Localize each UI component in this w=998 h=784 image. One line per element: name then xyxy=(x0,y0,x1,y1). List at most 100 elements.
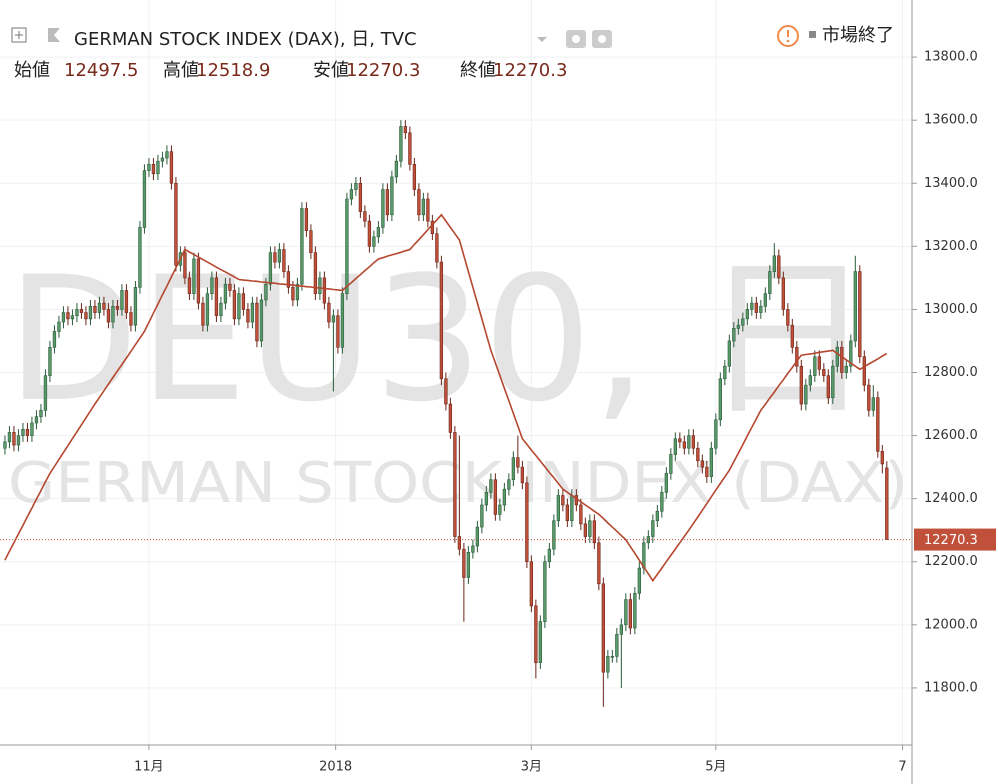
dropdown-icon[interactable] xyxy=(537,37,547,42)
candle-body xyxy=(192,258,196,294)
candle-body xyxy=(579,504,583,525)
candle-body xyxy=(493,479,498,515)
candle-body xyxy=(615,633,619,657)
candle-body xyxy=(709,447,713,477)
candle-body xyxy=(543,561,547,622)
candle-body xyxy=(475,526,480,547)
candle-body xyxy=(385,189,390,216)
candle-body xyxy=(754,302,758,313)
candle-body xyxy=(498,504,502,515)
candle-body xyxy=(66,312,70,320)
candle-body xyxy=(619,624,623,635)
candle-body xyxy=(610,656,614,658)
candle-body xyxy=(466,551,471,578)
high-label: 高値 xyxy=(163,60,199,81)
candle-body xyxy=(381,189,385,228)
status-icon xyxy=(809,31,816,38)
candle-body xyxy=(88,305,93,320)
candle-body xyxy=(196,258,201,304)
candle-body xyxy=(390,176,394,216)
candle-body xyxy=(696,447,700,462)
candle-body xyxy=(228,283,232,291)
candle-body xyxy=(444,378,448,405)
y-tick-label: 12800.0 xyxy=(924,365,978,380)
candle-body xyxy=(628,599,632,629)
chart-header-title: GERMAN STOCK INDEX (DAX), 日, TVC xyxy=(74,29,417,50)
expand-icon[interactable] xyxy=(11,27,27,43)
last-price-label: 12270.3 xyxy=(924,533,978,548)
candle-body xyxy=(219,302,223,317)
candle-body xyxy=(705,466,709,477)
candle-body xyxy=(588,520,592,537)
candle-body xyxy=(502,488,507,506)
candle-body xyxy=(871,397,875,411)
candle-body xyxy=(25,428,30,436)
x-tick-label: 3月 xyxy=(521,760,542,775)
candle-body xyxy=(79,309,84,313)
close-value: 12270.3 xyxy=(493,60,567,81)
candle-body xyxy=(556,495,561,522)
candle-body xyxy=(655,510,659,522)
candle-body xyxy=(39,410,43,417)
candle-body xyxy=(111,305,115,323)
y-tick-label: 12200.0 xyxy=(924,554,978,569)
candle-body xyxy=(835,346,839,367)
market-status: 市場終了 xyxy=(822,25,894,46)
candle-body xyxy=(583,523,588,537)
candle-body xyxy=(61,312,66,323)
candle-body xyxy=(448,403,453,433)
candle-body xyxy=(48,346,52,376)
candle-body xyxy=(291,287,295,301)
candle-body xyxy=(597,542,601,585)
candle-body xyxy=(606,656,610,673)
candle-body xyxy=(264,283,268,301)
candle-body xyxy=(12,432,16,446)
candle-body xyxy=(277,249,282,263)
candle-body xyxy=(340,293,345,348)
candle-body xyxy=(417,189,421,216)
candle-body xyxy=(840,346,844,373)
close-label: 終値 xyxy=(460,60,496,81)
candle-body xyxy=(862,356,866,386)
candle-body xyxy=(687,435,691,449)
candle-body xyxy=(786,309,790,326)
candle-body xyxy=(669,454,673,474)
candle-body xyxy=(538,621,543,663)
candle-body xyxy=(520,466,525,484)
candle-body xyxy=(142,170,147,228)
candle-body xyxy=(295,283,300,301)
settings-icon xyxy=(598,35,606,43)
candle-body xyxy=(210,277,214,294)
candle-body xyxy=(354,182,358,190)
candle-body xyxy=(741,318,745,326)
candle-body xyxy=(516,457,520,468)
candle-body xyxy=(691,435,695,449)
y-tick-label: 13000.0 xyxy=(924,302,978,317)
candle-body xyxy=(651,520,655,537)
x-tick-label: 5月 xyxy=(705,760,726,775)
candle-body xyxy=(759,305,763,313)
candle-body xyxy=(426,198,430,222)
flag-icon xyxy=(48,28,60,42)
candle-body xyxy=(201,302,205,326)
candle-body xyxy=(867,384,871,411)
candle-body xyxy=(471,545,475,553)
y-tick-label: 13600.0 xyxy=(924,113,978,128)
candle-body xyxy=(273,252,277,263)
candle-body xyxy=(624,599,628,626)
candle-body xyxy=(525,482,529,563)
alert-icon[interactable] xyxy=(777,25,799,47)
candle-body xyxy=(255,302,259,342)
candle-body xyxy=(327,302,331,323)
candle-body xyxy=(561,495,565,506)
y-tick-label: 12400.0 xyxy=(924,491,978,506)
candle-body xyxy=(880,451,884,465)
candle-body xyxy=(336,315,340,348)
candle-body xyxy=(147,164,151,171)
candle-body xyxy=(813,356,817,376)
candle-body xyxy=(750,302,754,310)
candle-body xyxy=(804,384,808,405)
candle-body xyxy=(232,290,237,320)
candle-body xyxy=(115,305,120,310)
candle-body xyxy=(21,428,25,436)
